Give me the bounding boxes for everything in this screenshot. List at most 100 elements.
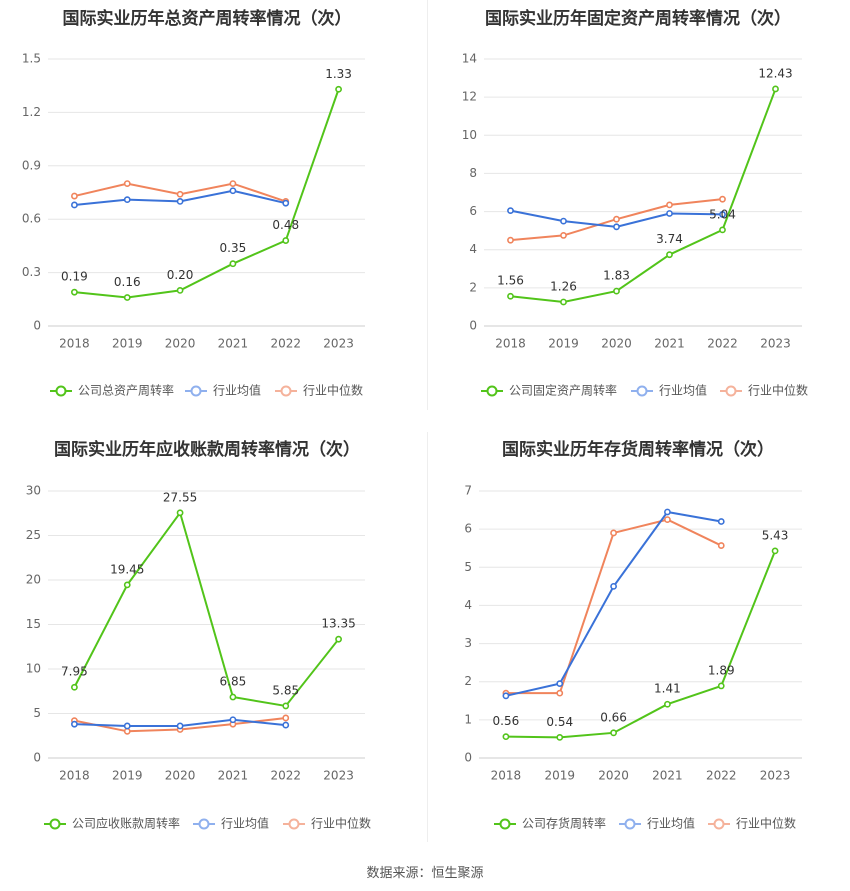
- y-tick-label: 6: [464, 522, 472, 536]
- vertical-divider-top: [427, 0, 428, 410]
- series-line: [505, 518, 722, 695]
- data-point: [229, 693, 237, 701]
- legend-swatch-marker: [49, 818, 61, 830]
- data-label: 5.85: [272, 683, 299, 697]
- y-tick-label: 4: [469, 242, 477, 256]
- data-point: [229, 187, 237, 195]
- chart-title: 国际实业历年固定资产周转率情况（次）: [485, 8, 791, 29]
- x-tick-label: 2019: [548, 337, 579, 351]
- data-label: 0.56: [493, 714, 520, 728]
- data-point: [719, 211, 726, 218]
- x-tick-label: 2019: [544, 769, 575, 783]
- y-tick-label: 2: [469, 280, 477, 294]
- data-point: [507, 292, 514, 300]
- data-point: [613, 223, 620, 231]
- legend-label: 公司固定资产周转率: [509, 383, 617, 398]
- data-point: [610, 529, 617, 537]
- data-label: 0.66: [600, 710, 627, 724]
- series-line: [74, 88, 340, 299]
- x-tick-label: 2023: [760, 769, 791, 783]
- y-tick-label: 7: [464, 484, 472, 498]
- data-point: [71, 720, 78, 728]
- legend-swatch-marker: [198, 818, 210, 830]
- legend-swatch-marker: [486, 385, 498, 397]
- vertical-divider-bottom: [427, 432, 428, 842]
- data-point: [335, 635, 342, 643]
- data-point: [772, 85, 779, 93]
- data-label: 0.20: [167, 268, 194, 282]
- x-tick-label: 2023: [323, 769, 354, 783]
- data-point: [664, 700, 671, 708]
- data-point: [123, 581, 131, 589]
- data-point: [666, 201, 673, 209]
- data-point: [502, 692, 510, 700]
- legend-label: 行业中位数: [736, 816, 796, 831]
- y-tick-label: 10: [26, 662, 41, 676]
- x-tick-label: 2020: [165, 337, 196, 351]
- data-point: [71, 201, 78, 209]
- y-tick-label: 0: [469, 319, 477, 333]
- chart-title: 国际实业历年应收账款周转率情况（次）: [54, 439, 360, 460]
- data-label: 19.45: [110, 562, 144, 576]
- legend-label: 公司总资产周转率: [78, 383, 174, 398]
- data-point: [176, 286, 184, 294]
- chart-panel-2: 国际实业历年固定资产周转率情况（次） 0 2 4 6 8 10 12 14 2018 2019 202…: [462, 8, 808, 398]
- data-point: [229, 716, 237, 724]
- data-label: 6.85: [220, 675, 247, 689]
- data-point: [176, 190, 184, 198]
- chart-panel-4: 国际实业历年存货周转率情况（次） 0 1 2 3 4 5 6 7 2018 2019 2020 2021…: [464, 439, 802, 831]
- x-tick-label: 2020: [598, 769, 629, 783]
- data-label: 1.89: [708, 663, 735, 677]
- y-tick-label: 10: [462, 128, 477, 142]
- x-tick-label: 2022: [706, 769, 737, 783]
- chart-panel-3: 国际实业历年应收账款周转率情况（次） 0 5 10 15 20 25 30 2018 2019 20…: [26, 439, 371, 831]
- data-point: [666, 210, 673, 217]
- data-point: [560, 217, 567, 225]
- y-tick-label: 1.2: [22, 105, 41, 119]
- y-tick-label: 5: [464, 560, 472, 574]
- x-tick-label: 2018: [59, 769, 90, 783]
- data-label: 1.26: [550, 279, 577, 293]
- legend-label: 行业均值: [213, 383, 261, 398]
- y-tick-label: 0: [464, 751, 472, 765]
- x-tick-label: 2020: [165, 769, 196, 783]
- series-line: [73, 510, 340, 708]
- data-label: 5.43: [762, 528, 789, 542]
- data-point: [335, 85, 342, 93]
- data-point: [613, 287, 620, 295]
- data-label: 27.55: [163, 490, 197, 504]
- data-label: 1.33: [325, 67, 352, 81]
- data-point: [282, 199, 290, 207]
- x-tick-label: 2022: [270, 769, 301, 783]
- legend-swatch-marker: [499, 818, 511, 830]
- data-point: [282, 237, 290, 244]
- data-point: [123, 294, 131, 301]
- x-tick-label: 2021: [218, 769, 249, 783]
- data-point: [507, 207, 514, 215]
- legend-swatch-marker: [624, 818, 636, 830]
- y-tick-label: 12: [462, 90, 477, 104]
- data-point: [502, 733, 510, 741]
- data-point: [717, 682, 725, 690]
- legend-label: 行业均值: [221, 816, 269, 831]
- data-point: [71, 288, 78, 296]
- x-tick-label: 2020: [601, 337, 632, 351]
- legend-label: 行业中位数: [311, 816, 371, 831]
- data-point: [282, 702, 290, 710]
- x-tick-label: 2018: [495, 337, 526, 351]
- data-point: [176, 197, 184, 205]
- data-source-label: 数据来源：恒生聚源: [366, 866, 484, 881]
- data-label: 13.35: [321, 617, 355, 631]
- x-tick-label: 2019: [112, 769, 143, 783]
- data-point: [666, 251, 673, 259]
- legend-swatch-marker: [713, 818, 725, 830]
- y-tick-label: 4: [464, 598, 472, 612]
- data-point: [282, 714, 290, 722]
- data-label: 12.43: [758, 66, 792, 80]
- y-tick-label: 15: [26, 617, 41, 631]
- x-tick-label: 2023: [760, 337, 791, 351]
- legend-swatch-marker: [55, 385, 67, 397]
- data-point: [229, 180, 237, 187]
- data-point: [282, 721, 290, 729]
